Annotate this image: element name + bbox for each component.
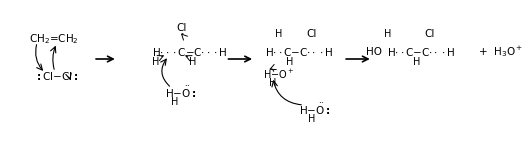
Text: HO: HO — [367, 47, 383, 57]
Text: H: H — [269, 78, 276, 88]
Text: H: H — [286, 57, 293, 67]
Text: Cl: Cl — [176, 23, 187, 33]
Text: H: H — [413, 57, 420, 67]
Text: H: H — [152, 57, 160, 67]
Text: Cl: Cl — [306, 29, 317, 39]
Text: Cl: Cl — [425, 29, 435, 39]
Text: H: H — [188, 57, 196, 67]
Text: H: H — [308, 114, 315, 124]
Text: CH$_2$=CH$_2$: CH$_2$=CH$_2$ — [29, 32, 79, 46]
Text: H$-$O$^+$: H$-$O$^+$ — [263, 67, 294, 81]
Text: H: H — [384, 29, 391, 39]
Text: H$-\ddot{\rm O}\mathbf{:}$: H$-\ddot{\rm O}\mathbf{:}$ — [165, 84, 196, 100]
Text: H$\cdot\cdot$C$-$C$\cdot\cdot\cdot$H: H$\cdot\cdot$C$-$C$\cdot\cdot\cdot$H — [387, 46, 456, 58]
Text: $+$  H$_3$O$^+$: $+$ H$_3$O$^+$ — [478, 45, 523, 60]
Text: H: H — [275, 29, 282, 39]
Text: $\mathbf{:}$Cl$-$Cl$\mathbf{:}$: $\mathbf{:}$Cl$-$Cl$\mathbf{:}$ — [35, 70, 79, 82]
Text: H$\cdot\cdot$C$-$C$\cdot\cdot\cdot$H: H$\cdot\cdot$C$-$C$\cdot\cdot\cdot$H — [265, 46, 333, 58]
Text: H$\cdot\cdot\cdot$C$-$C$\cdot\cdot\cdot$H: H$\cdot\cdot\cdot$C$-$C$\cdot\cdot\cdot$… — [152, 46, 228, 58]
Text: H$-\ddot{\rm O}\mathbf{:}$: H$-\ddot{\rm O}\mathbf{:}$ — [299, 101, 331, 117]
Text: H: H — [171, 97, 178, 107]
